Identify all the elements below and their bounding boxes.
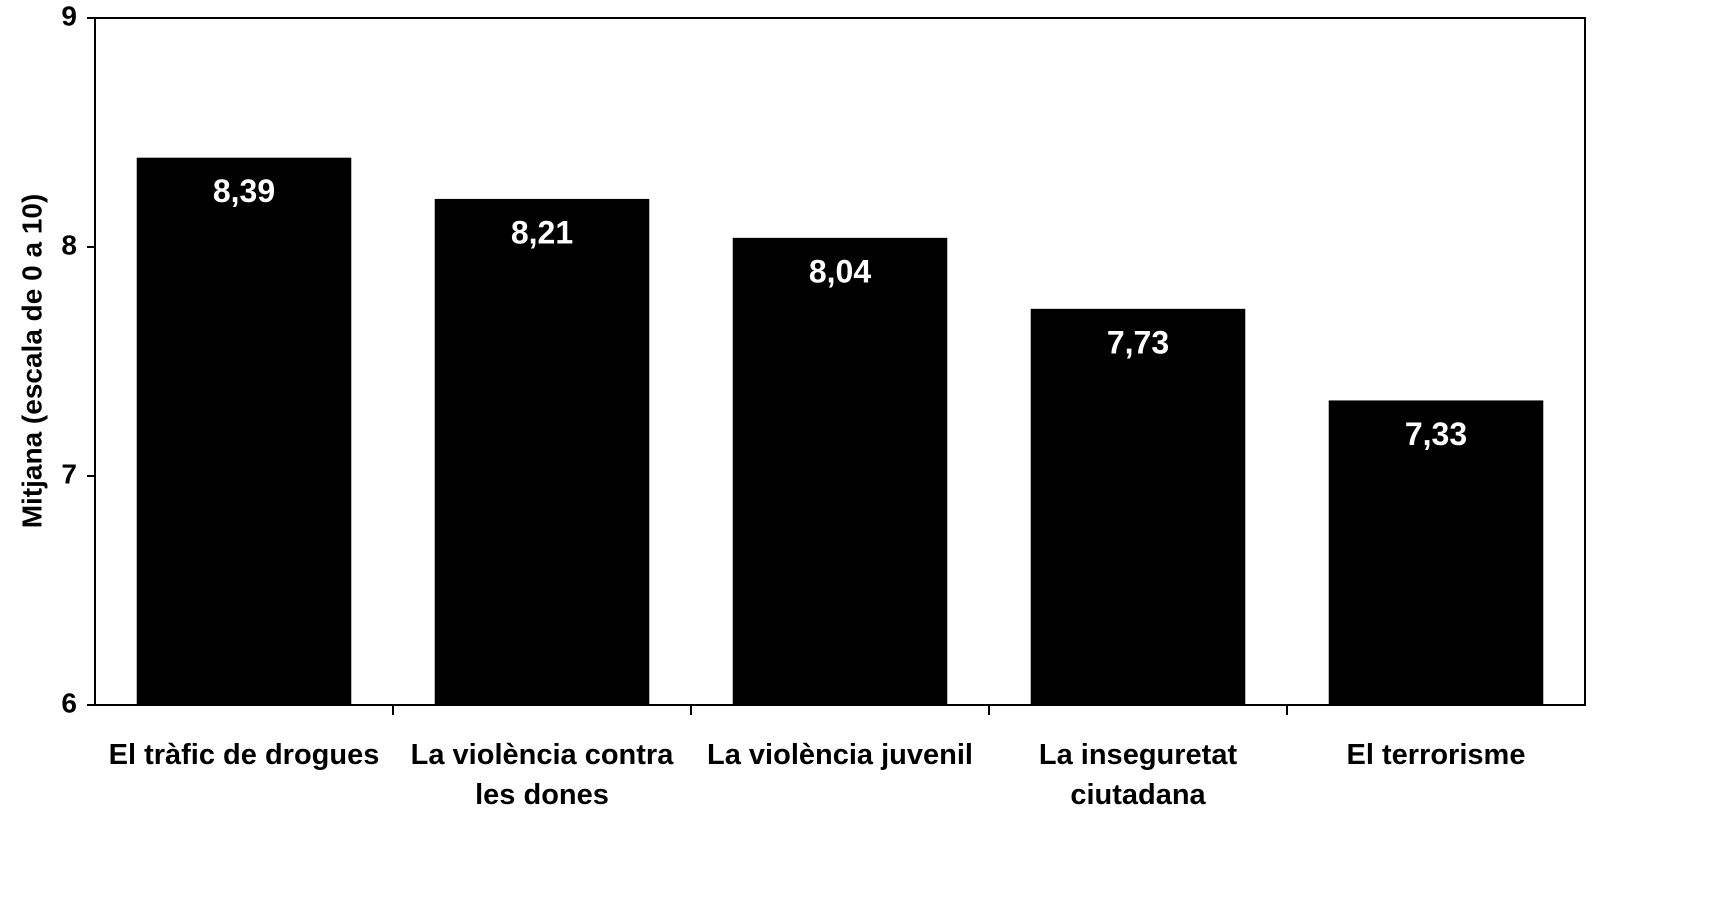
y-tick-label: 9 [61, 0, 77, 31]
bar [1030, 308, 1246, 705]
y-axis-label: Mitjana (escala de 0 a 10) [16, 194, 47, 529]
value-label: 7,73 [1107, 324, 1169, 360]
bar [1328, 400, 1544, 705]
x-tick-label: La inseguretat ciutadana [1038, 739, 1238, 811]
bar [434, 198, 650, 705]
x-tick-label: El tràfic de drogues [108, 739, 380, 771]
value-label: 8,39 [213, 173, 275, 209]
value-label: 8,21 [511, 214, 573, 250]
y-tick-label: 6 [61, 687, 77, 718]
bar [732, 237, 948, 705]
value-label: 7,33 [1405, 416, 1467, 452]
value-label: 8,04 [809, 253, 871, 289]
y-tick-label: 8 [61, 229, 77, 260]
y-tick-label: 7 [61, 458, 77, 489]
x-tick-label: La violència contra les dones [410, 739, 674, 811]
x-tick-label: El terrorisme [1346, 739, 1526, 771]
bar [136, 157, 352, 705]
x-tick-label: La violència juvenil [707, 739, 973, 771]
